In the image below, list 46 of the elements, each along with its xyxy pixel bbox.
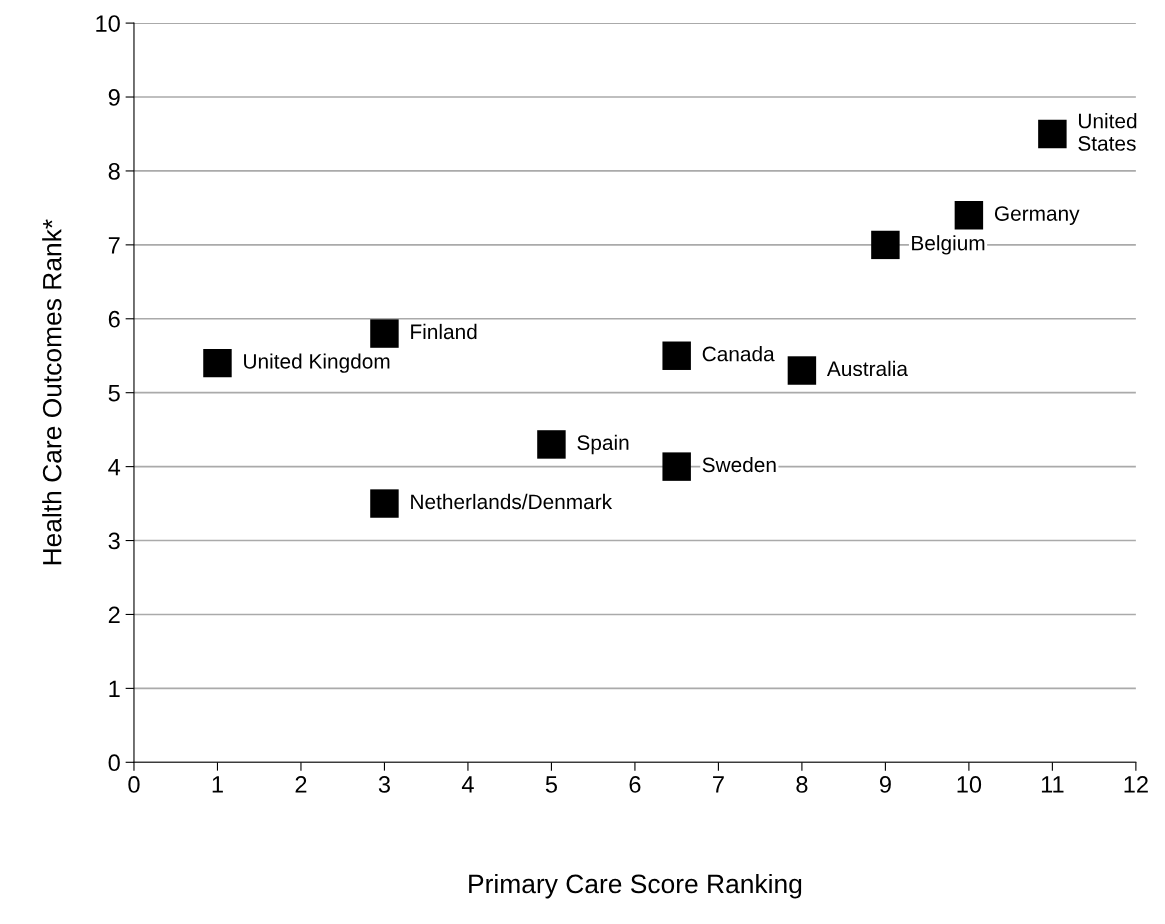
y-tick-label: 0: [108, 754, 120, 772]
y-tick-label: 3: [108, 532, 120, 550]
y-tick-label: 10: [96, 15, 120, 32]
annotation: Australia: [826, 360, 908, 377]
y-tick-label: 2: [108, 606, 120, 624]
annotation: Canada: [702, 346, 775, 362]
y-tick-label: 8: [108, 163, 120, 180]
point: [787, 356, 817, 385]
x-tick-label: 0: [128, 776, 140, 793]
point: [203, 348, 232, 378]
y-tick-label: 1: [109, 680, 120, 697]
x-axis-title: Primary Care Score Ranking: [469, 873, 802, 899]
point: [537, 430, 566, 459]
point: [1038, 119, 1067, 149]
annotation: Germany: [994, 206, 1080, 225]
point: [370, 319, 399, 348]
x-tick-label: 4: [461, 776, 474, 793]
x-tick-label: 9: [879, 776, 891, 793]
x-tick-label: 12: [1124, 776, 1148, 793]
x-tick-label: 11: [1041, 776, 1064, 793]
point: [954, 201, 984, 230]
annotation: Belgium: [912, 235, 985, 255]
x-tick-label: 1: [212, 776, 223, 793]
x-tick-label: 3: [378, 776, 390, 793]
annotation: Spain: [577, 434, 629, 455]
y-tick-label: 9: [108, 89, 120, 106]
annotation: Sweden: [702, 456, 776, 473]
x-tick-label: 8: [796, 776, 808, 793]
point: [370, 489, 399, 518]
annotation: Netherlands/Denmark: [411, 493, 613, 510]
y-axis-title: Health Care Outcomes Rank*: [42, 219, 62, 565]
y-tick-label: 4: [108, 458, 121, 476]
y-tick-label: 6: [108, 310, 120, 328]
x-tick-label: 10: [957, 776, 982, 793]
point: [871, 230, 900, 260]
y-tick-label: 7: [108, 237, 120, 254]
annotation: United Kingdom: [244, 353, 390, 373]
x-tick-label: 6: [629, 776, 641, 793]
annotation: United States: [1078, 113, 1137, 151]
x-tick-label: 2: [295, 776, 307, 793]
x-tick-label: 7: [713, 776, 724, 793]
point: [662, 452, 691, 481]
x-tick-label: 5: [545, 776, 558, 793]
point: [662, 341, 691, 370]
y-tick-label: 5: [108, 385, 120, 402]
annotation: Finland: [411, 323, 477, 340]
